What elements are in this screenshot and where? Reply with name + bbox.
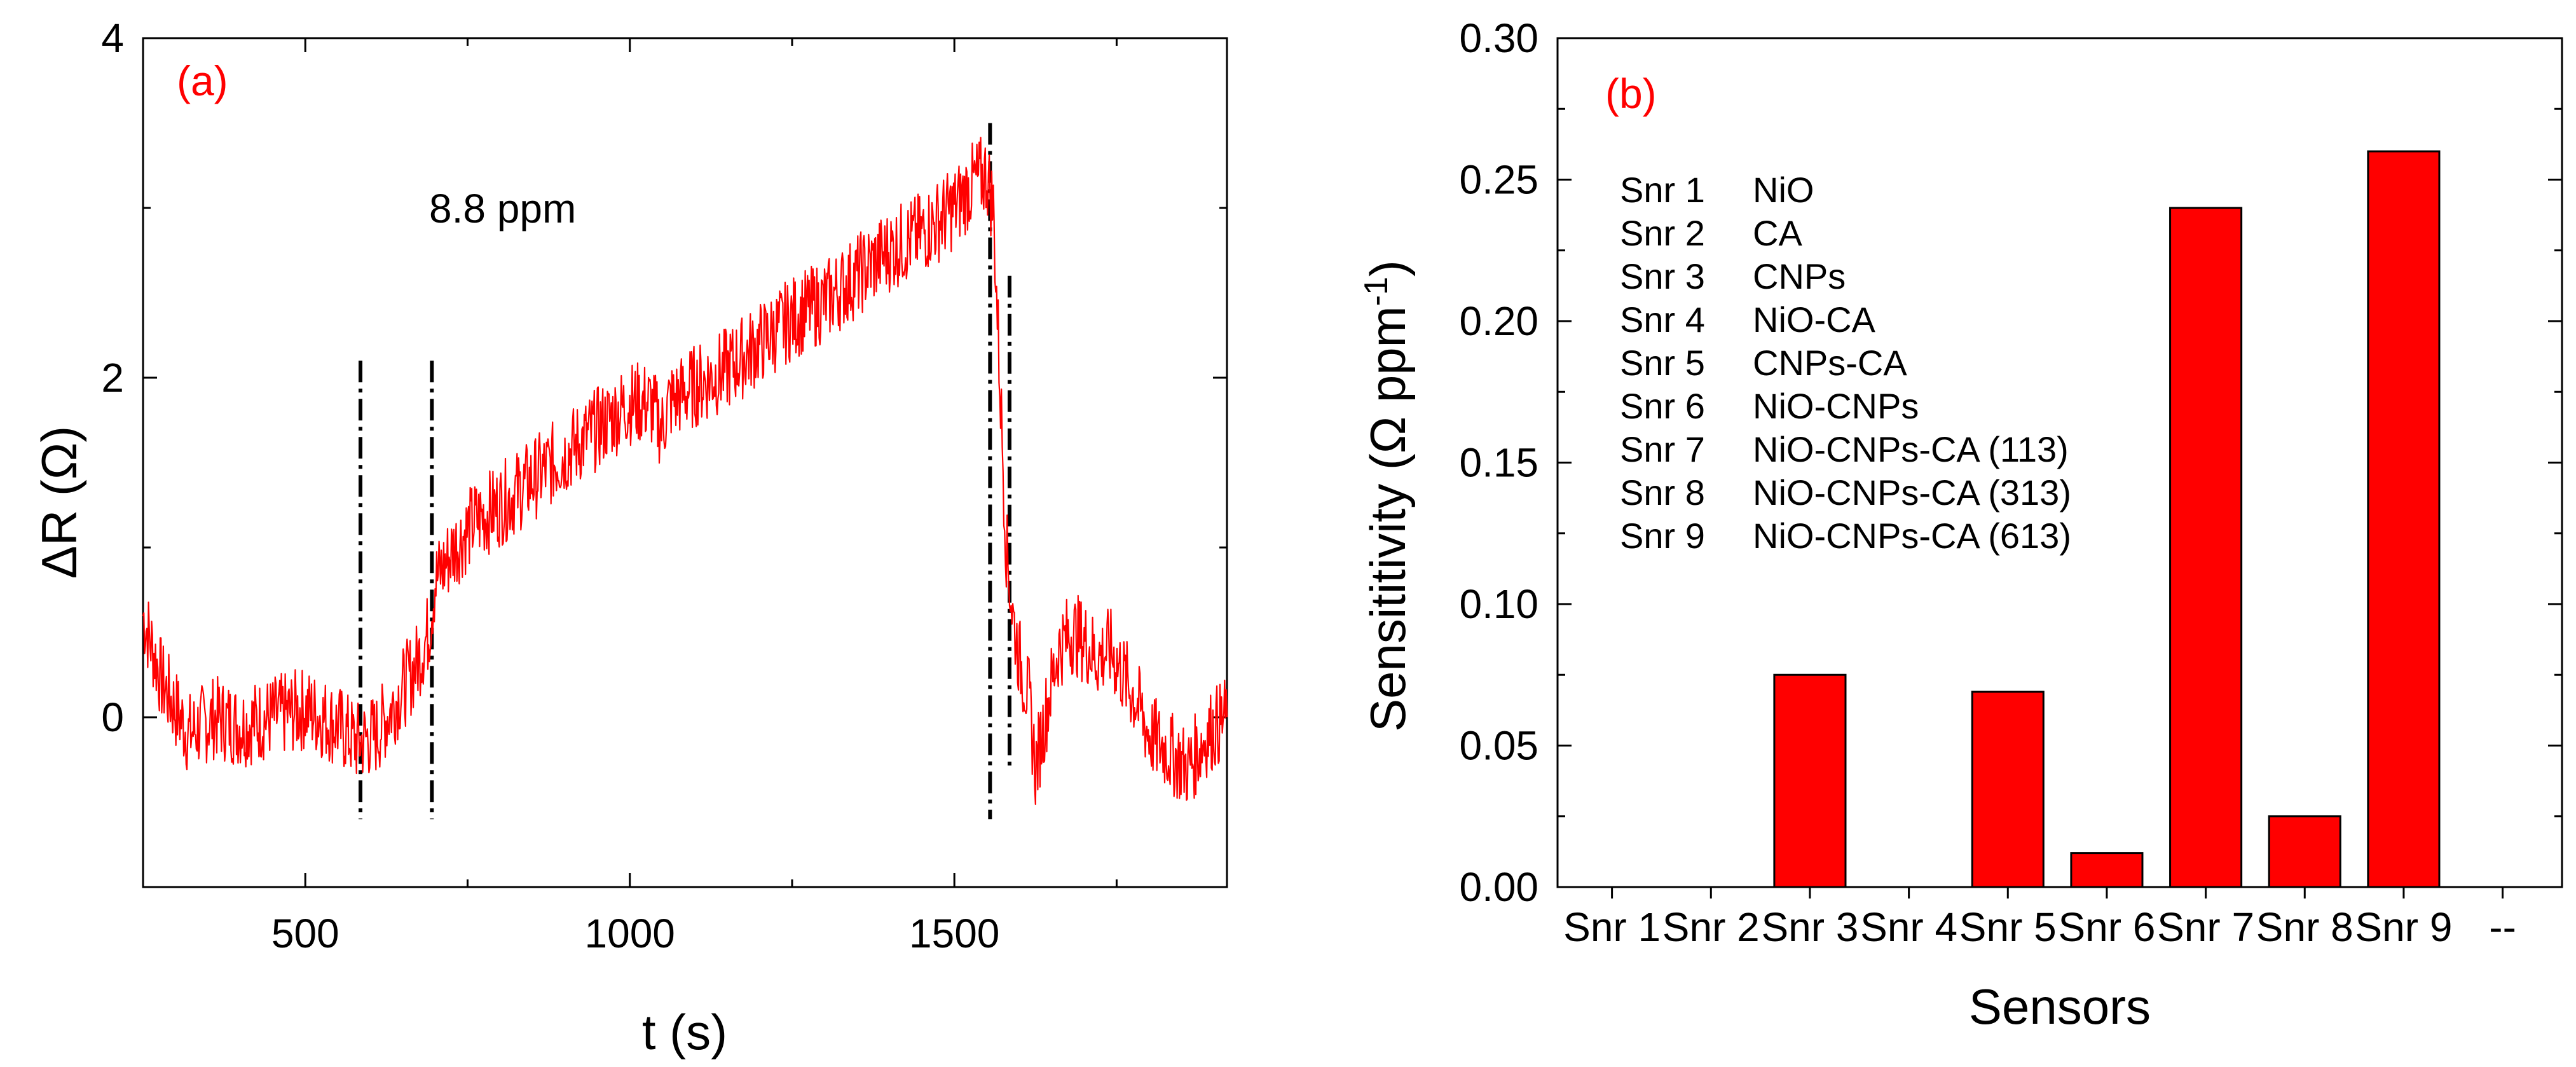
panel-b-y-label-close: )	[1360, 260, 1416, 277]
panel-b-bar-chart: Snr 1 Snr 2 Snr 3 Snr 4 Snr 5 Snr 6 Snr 7 Snr 8…	[1358, 15, 2563, 1035]
panel-a-line-chart: 500 1000 1500 0 2 4 (a) 8.8 ppm t (s) ΔR (Ω)	[31, 15, 1228, 1060]
legend-material: CNPs-CA	[1753, 343, 1907, 383]
x-tick-label: 500	[271, 911, 339, 956]
x-tick-label: 1500	[909, 911, 999, 956]
y-tick-label: 2	[101, 355, 124, 401]
y-tick-label: 0.30	[1459, 15, 1538, 61]
panel-a-series	[142, 137, 1228, 806]
panel-b-x-axis-label: Sensors	[1969, 979, 2151, 1035]
panel-b-y-label-main: Sensititivity (Ω ppm	[1360, 306, 1416, 731]
x-category-label: Snr 7	[2157, 904, 2254, 950]
x-category-label: Snr 3	[1761, 904, 1858, 950]
bar	[2268, 815, 2341, 888]
legend-sensor-id: Snr 5	[1620, 343, 1705, 383]
bar	[2169, 207, 2243, 888]
legend-material: CNPs	[1753, 256, 1846, 296]
panel-a-tag: (a)	[177, 57, 228, 104]
x-category-label: Snr 9	[2355, 904, 2452, 950]
x-category-label: Snr 2	[1662, 904, 1760, 950]
panel-a-annotation: 8.8 ppm	[429, 186, 576, 231]
y-tick-label: 0.10	[1459, 581, 1538, 627]
y-tick-label: 0.15	[1459, 440, 1538, 486]
panel-b-y-label-sup: -1	[1358, 277, 1395, 306]
panel-a-y-axis-label: ΔR (Ω)	[31, 426, 87, 579]
legend-sensor-id: Snr 3	[1620, 256, 1705, 296]
y-tick-label: 4	[101, 15, 124, 61]
legend-sensor-id: Snr 9	[1620, 516, 1705, 556]
y-tick-label: 0.00	[1459, 864, 1538, 910]
bar	[2367, 150, 2441, 888]
panel-b-tick-labels: Snr 1 Snr 2 Snr 3 Snr 4 Snr 5 Snr 6 Snr 7 Snr 8…	[1459, 15, 2516, 950]
x-category-label: Snr 4	[1860, 904, 1957, 950]
legend-sensor-id: Snr 6	[1620, 386, 1705, 426]
legend-material: NiO-CNPs-CA (113)	[1753, 429, 2069, 469]
x-category-label: Snr 1	[1563, 904, 1661, 950]
panel-b-bars	[1773, 150, 2441, 888]
legend-sensor-id: Snr 2	[1620, 213, 1705, 253]
panel-a-tick-labels: 500 1000 1500 0 2 4	[101, 15, 999, 956]
legend-material: CA	[1753, 213, 1802, 253]
x-category-label: --	[2489, 904, 2516, 950]
y-tick-label: 0.20	[1459, 298, 1538, 344]
x-tick-label: 1000	[585, 911, 675, 956]
panel-a-y-label-symbol: ΔR	[31, 510, 87, 579]
y-tick-label: 0.05	[1459, 723, 1538, 769]
bar	[1971, 691, 2045, 888]
legend-sensor-id: Snr 1	[1620, 170, 1705, 210]
legend-material: NiO-CA	[1753, 299, 1876, 340]
panel-b-y-axis-label: Sensititivity (Ω ppm-1)	[1358, 260, 1416, 732]
legend-sensor-id: Snr 4	[1620, 299, 1705, 340]
legend-material: NiO-CNPs-CA (613)	[1753, 516, 2071, 556]
panel-b-ticks	[1558, 37, 2562, 898]
x-category-label: Snr 5	[1959, 904, 2057, 950]
y-tick-label: 0	[101, 694, 124, 740]
panel-a-plot-frame	[142, 37, 1228, 888]
x-category-label: Snr 8	[2256, 904, 2353, 950]
legend-sensor-id: Snr 8	[1620, 472, 1705, 513]
panel-b-legend: Snr 1 NiO Snr 2 CA Snr 3 CNPs Snr 4 NiO-CA Snr 5…	[1620, 170, 2071, 556]
panel-a-ticks	[142, 37, 1227, 888]
panel-a-y-label-unit: (Ω)	[31, 426, 87, 496]
legend-sensor-id: Snr 7	[1620, 429, 1705, 469]
y-tick-label: 0.25	[1459, 157, 1538, 203]
panel-b-tag: (b)	[1605, 70, 1657, 117]
legend-material: NiO	[1753, 170, 1814, 210]
series-line	[142, 137, 1228, 806]
legend-material: NiO-CNPs-CA (313)	[1753, 472, 2071, 513]
x-category-label: Snr 6	[2058, 904, 2155, 950]
panel-a-x-axis-label: t (s)	[642, 1004, 727, 1060]
bar	[1773, 673, 1847, 888]
legend-material: NiO-CNPs	[1753, 386, 1919, 426]
bar	[2070, 852, 2144, 888]
